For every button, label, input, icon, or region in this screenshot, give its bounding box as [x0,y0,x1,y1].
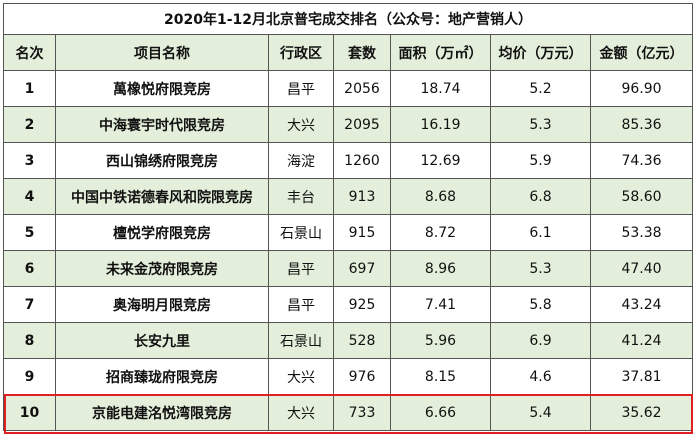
cell: 85.36 [589,106,694,143]
cell: 大兴 [268,106,334,143]
data-row: 3 西山锦绣府限竞房 海淀 1260 12.69 5.9 74.36 [3,142,694,179]
data-row: 9 招商臻珑府限竞房 大兴 976 8.15 4.6 37.81 [3,358,694,395]
cell: 8.68 [390,178,491,215]
cell: 74.36 [589,142,694,179]
cell: 萬橡悦府限竞房 [55,70,269,107]
cell: 海淀 [268,142,334,179]
cell: 1260 [333,142,391,179]
data-row: 1 萬橡悦府限竞房 昌平 2056 18.74 5.2 96.90 [3,70,694,107]
cell: 915 [333,214,391,251]
cell: 733 [333,394,391,431]
cell: 5 [3,214,56,251]
cell: 6.66 [390,394,491,431]
cell: 大兴 [268,394,334,431]
cell: 7 [3,286,56,323]
cell: 招商臻珑府限竞房 [55,358,269,395]
header-cell: 行政区 [268,34,334,71]
cell: 昌平 [268,286,334,323]
cell: 5.8 [490,286,591,323]
cell: 石景山 [268,322,334,359]
cell: 96.90 [589,70,694,107]
data-row: 7 奥海明月限竞房 昌平 925 7.41 5.8 43.24 [3,286,694,323]
cell: 5.2 [490,70,591,107]
header-row: 名次 项目名称 行政区 套数 面积（万㎡） 均价（万元） 金额（亿元） [3,34,694,71]
cell: 8.15 [390,358,491,395]
cell: 8 [3,322,56,359]
cell: 2095 [333,106,391,143]
cell: 6.1 [490,214,591,251]
data-row: 2 中海寰宇时代限竞房 大兴 2095 16.19 5.3 85.36 [3,106,694,143]
cell: 43.24 [589,286,694,323]
cell: 大兴 [268,358,334,395]
cell: 8.96 [390,250,491,287]
cell: 47.40 [589,250,694,287]
cell: 石景山 [268,214,334,251]
cell: 10 [3,394,56,431]
header-cell: 金额（亿元） [589,34,694,71]
cell: 9 [3,358,56,395]
cell: 2 [3,106,56,143]
cell: 奥海明月限竞房 [55,286,269,323]
cell: 35.62 [589,394,694,431]
data-row: 5 檀悦学府限竞房 石景山 915 8.72 6.1 53.38 [3,214,694,251]
cell: 53.38 [589,214,694,251]
data-row: 4 中国中铁诺德春风和院限竞房 丰台 913 8.68 6.8 58.60 [3,178,694,215]
cell: 976 [333,358,391,395]
data-row: 8 长安九里 石景山 528 5.96 6.9 41.24 [3,322,694,359]
cell: 12.69 [390,142,491,179]
cell: 中海寰宇时代限竞房 [55,106,269,143]
cell: 697 [333,250,391,287]
header-cell: 套数 [333,34,391,71]
cell: 中国中铁诺德春风和院限竞房 [55,178,269,215]
data-row: 10 京能电建洺悦湾限竞房 大兴 733 6.66 5.4 35.62 [3,394,694,431]
cell: 4.6 [490,358,591,395]
cell: 6.8 [490,178,591,215]
cell: 3 [3,142,56,179]
cell: 1 [3,70,56,107]
title-row: 2020年1-12月北京普宅成交排名（公众号：地产营销人） [2,3,694,35]
cell: 528 [333,322,391,359]
cell: 58.60 [589,178,694,215]
cell: 檀悦学府限竞房 [55,214,269,251]
cell: 8.72 [390,214,491,251]
table-body: 2020年1-12月北京普宅成交排名（公众号：地产营销人） 名次 项目名称 行政区套… [2,3,694,431]
cell: 6.9 [490,322,591,359]
cell: 16.19 [390,106,491,143]
cell: 昌平 [268,250,334,287]
cell: 5.3 [490,250,591,287]
cell: 6 [3,250,56,287]
cell: 2056 [333,70,391,107]
cell: 京能电建洺悦湾限竞房 [55,394,269,431]
header-cell: 均价（万元） [490,34,591,71]
cell: 925 [333,286,391,323]
header-cell: 项目名称 [55,34,269,71]
page: 2020年1-12月北京普宅成交排名（公众号：地产营销人） 名次 项目名称 行政区套… [2,3,694,434]
data-row: 6 未来金茂府限竞房 昌平 697 8.96 5.3 47.40 [3,250,694,287]
cell: 18.74 [390,70,491,107]
cell: 7.41 [390,286,491,323]
cell: 昌平 [268,70,334,107]
cell: 西山锦绣府限竞房 [55,142,269,179]
table-title: 2020年1-12月北京普宅成交排名（公众号：地产营销人） [2,3,694,35]
header-cell: 名次 [3,34,56,71]
cell: 未来金茂府限竞房 [55,250,269,287]
cell: 5.96 [390,322,491,359]
header-cell: 面积（万㎡） [390,34,491,71]
cell: 5.9 [490,142,591,179]
cell: 913 [333,178,391,215]
cell: 丰台 [268,178,334,215]
cell: 5.3 [490,106,591,143]
cell: 37.81 [589,358,694,395]
cell: 5.4 [490,394,591,431]
cell: 4 [3,178,56,215]
cell: 41.24 [589,322,694,359]
cell: 长安九里 [55,322,269,359]
ranking-table: 2020年1-12月北京普宅成交排名（公众号：地产营销人） 名次 项目名称 行政区套… [2,3,694,431]
